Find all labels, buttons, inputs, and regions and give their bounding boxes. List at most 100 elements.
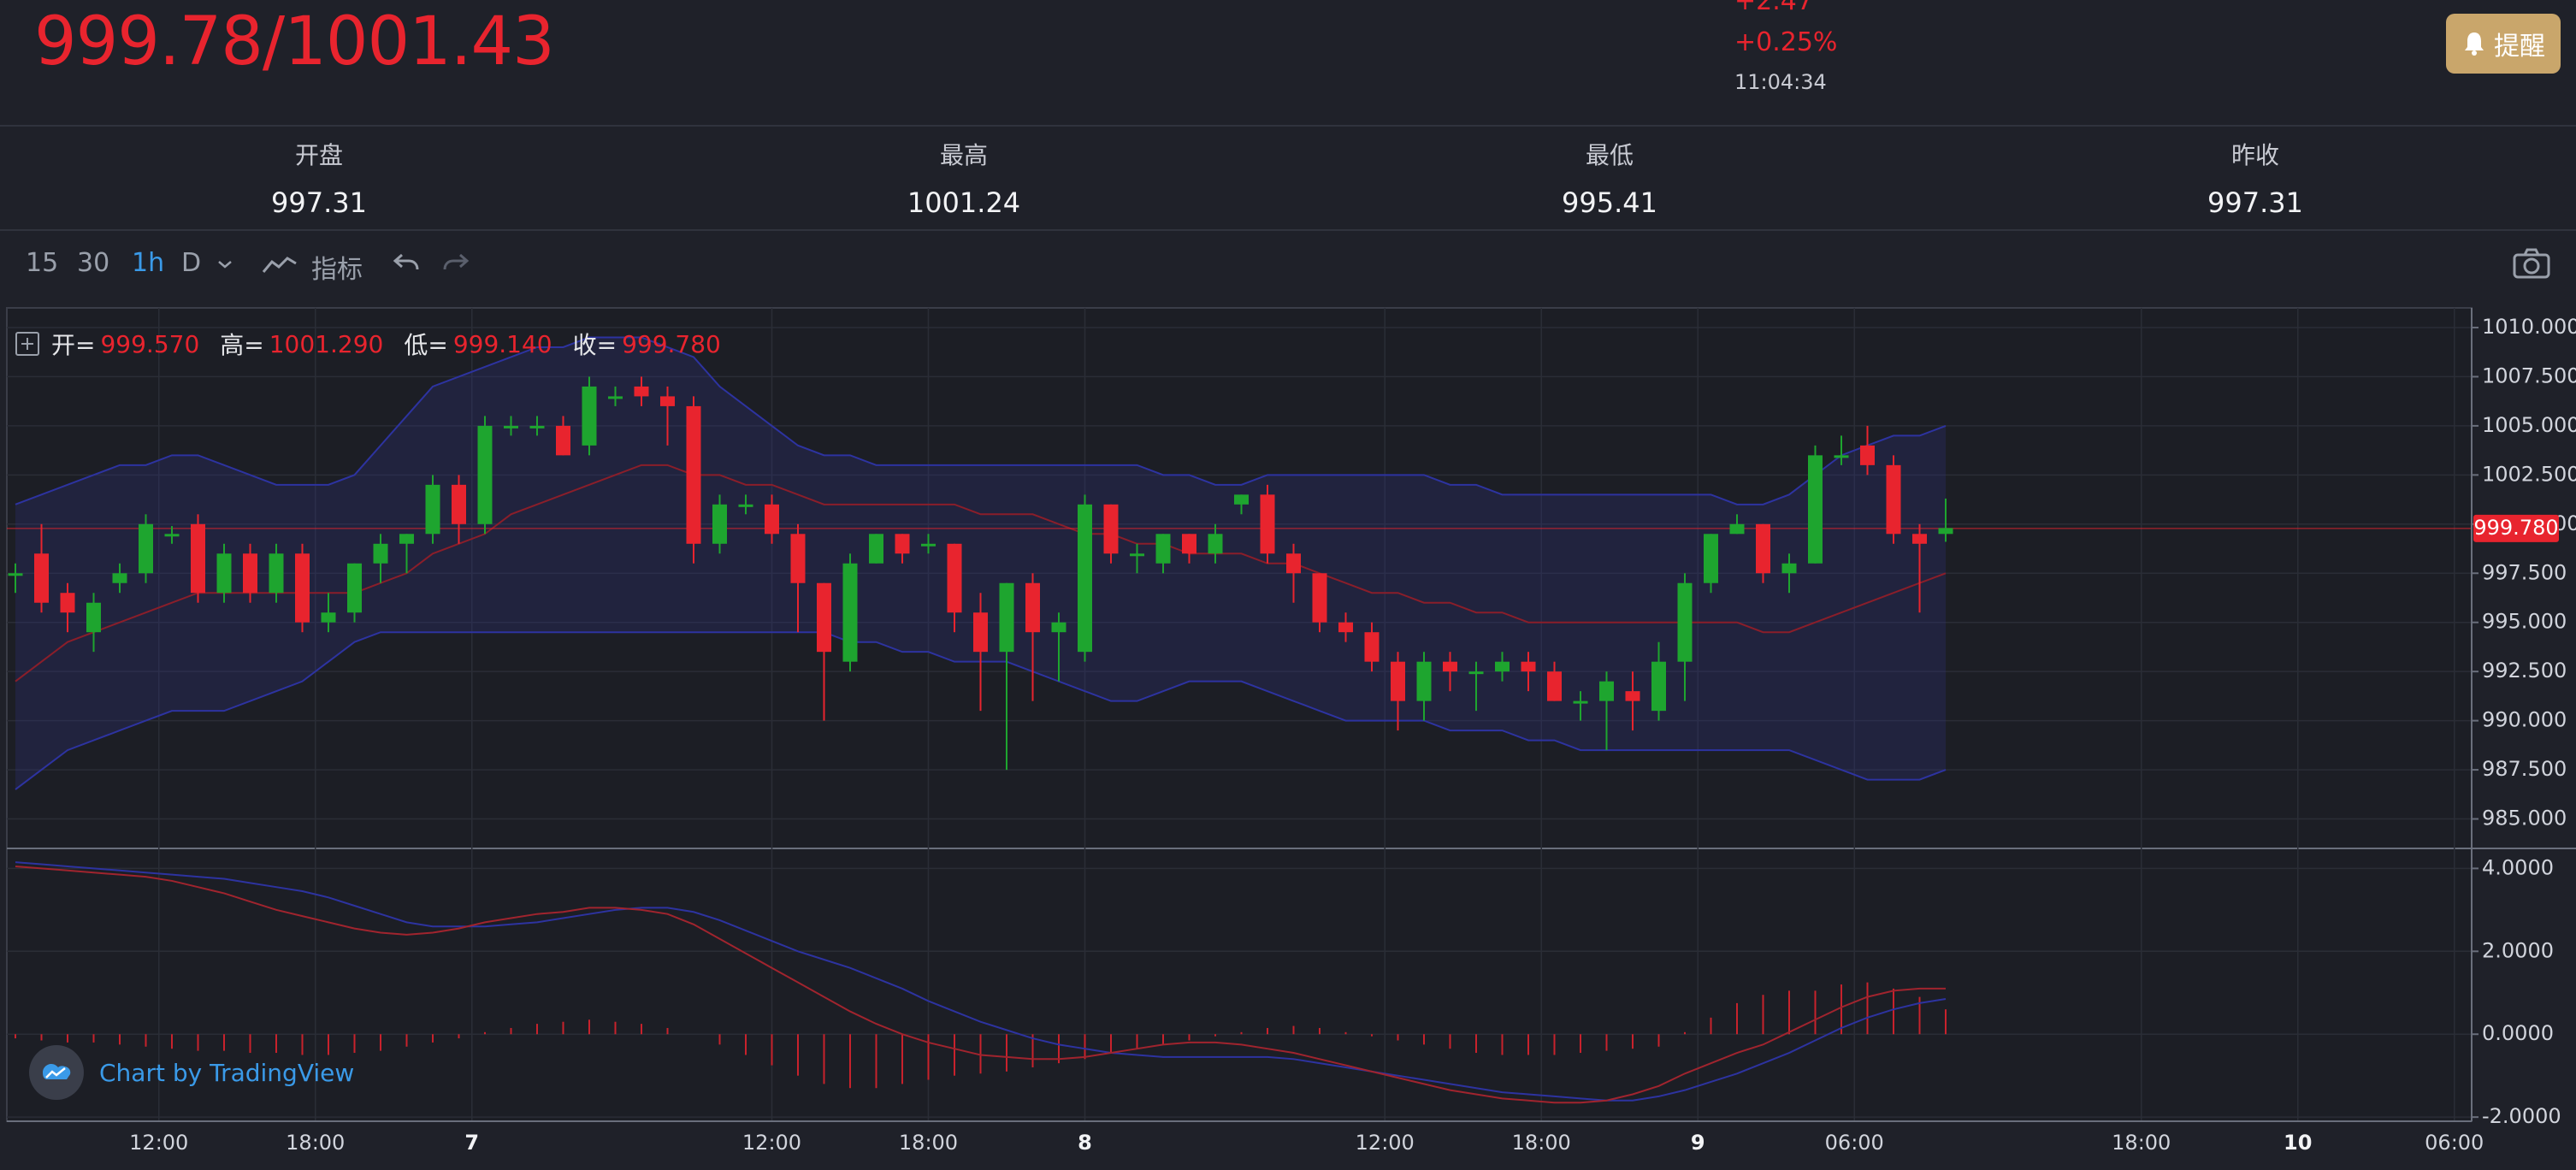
ohlc-legend: 开= 999.570 高= 1001.290 低= 999.140 收= 999.780 — [15, 327, 736, 361]
stat-label: 昨收 — [2230, 141, 2279, 169]
price-tick-label: 992.500 — [2482, 659, 2567, 682]
candle-body — [1756, 523, 1770, 574]
candle-body — [269, 553, 284, 594]
candle-body — [1443, 661, 1457, 672]
camera-icon[interactable] — [2513, 248, 2550, 279]
chevron-down-icon[interactable] — [216, 258, 234, 270]
candle-body — [921, 543, 936, 547]
candle-body — [608, 396, 623, 399]
interval-15[interactable]: 15 — [26, 248, 59, 278]
undo-icon[interactable] — [392, 250, 421, 275]
candle-body — [738, 504, 753, 507]
legend-high-value: 1001.290 — [269, 329, 384, 358]
candle-body — [869, 534, 883, 564]
candle-body — [1729, 523, 1745, 535]
candle-body — [347, 563, 362, 613]
candle-body — [1547, 671, 1562, 701]
price-pair: 999.78/1001.43 — [34, 3, 555, 80]
tradingview-branding[interactable]: Chart by TradingView — [29, 1045, 354, 1100]
candle-body — [790, 534, 806, 583]
candle-body — [1521, 661, 1536, 672]
candle-body — [582, 386, 597, 446]
candle-body — [686, 405, 701, 544]
candle-body — [112, 573, 127, 583]
expand-plus-icon[interactable] — [15, 332, 39, 356]
price-tick-label: 985.000 — [2482, 807, 2567, 830]
candle-body — [373, 543, 388, 564]
candle-body — [1391, 661, 1405, 701]
candle-body — [86, 602, 101, 633]
candle-body — [895, 534, 910, 554]
candle-body — [1286, 553, 1301, 574]
interval-d[interactable]: D — [181, 248, 202, 278]
interval-30[interactable]: 30 — [77, 248, 110, 278]
price-tick-label: 1005.000 — [2482, 413, 2576, 437]
stat-low: 最低 995.41 — [1439, 127, 1781, 219]
candle-body — [817, 582, 831, 653]
candle-body — [1808, 455, 1823, 564]
candle-body — [452, 484, 466, 524]
candle-body — [1078, 504, 1092, 653]
candle-body — [1625, 691, 1640, 701]
candle-body — [765, 504, 779, 535]
candle-body — [712, 504, 727, 544]
candle-body — [947, 543, 962, 613]
time-tick-label: 06:00 — [2425, 1131, 2484, 1155]
bell-icon — [2465, 32, 2484, 56]
bollinger-upper — [15, 336, 1947, 505]
candle-body — [1182, 534, 1196, 554]
legend-high-label: 高= — [220, 331, 264, 359]
candle-body — [556, 425, 570, 456]
legend-low-label: 低= — [404, 331, 448, 359]
tradingview-text: Chart by TradingView — [99, 1058, 355, 1087]
indicator-icon[interactable] — [262, 253, 298, 275]
candle-body — [399, 534, 414, 544]
candle-body — [191, 523, 205, 594]
last-price-badge — [2473, 514, 2559, 542]
price-chart[interactable]: 1010.0001007.5001005.0001002.5001000.000… — [0, 304, 2576, 1167]
redo-icon[interactable] — [441, 250, 470, 275]
legend-open-label: 开= — [51, 331, 96, 359]
candle-body — [60, 593, 75, 613]
alert-button[interactable]: 提醒 — [2446, 14, 2561, 74]
macd-signal-line — [15, 861, 1947, 1102]
chart-area[interactable]: 1010.0001007.5001005.0001002.5001000.000… — [0, 304, 2576, 1167]
stat-label: 开盘 — [294, 141, 343, 169]
candle-body — [1886, 464, 1901, 535]
interval-1h[interactable]: 1h — [132, 248, 165, 278]
candle-body — [1025, 582, 1040, 633]
candle-body — [1155, 534, 1171, 564]
stat-label: 最低 — [1585, 141, 1634, 169]
candle-body — [1704, 534, 1718, 583]
candle-body — [1834, 455, 1849, 458]
tradingview-logo-icon — [29, 1045, 84, 1100]
macd-tick-label: 4.0000 — [2482, 855, 2554, 879]
change-value: +2.47 — [1734, 0, 1813, 16]
candle-body — [504, 425, 518, 428]
candle-body — [34, 553, 49, 603]
candle-body — [1208, 534, 1223, 554]
last-price-label: 999.780 — [2473, 516, 2558, 540]
stat-open: 开盘 997.31 — [148, 127, 490, 219]
time-tick-label: 9 — [1691, 1131, 1705, 1155]
candle-body — [999, 582, 1014, 653]
time-tick-label: 8 — [1078, 1131, 1092, 1155]
candle-body — [1677, 582, 1693, 662]
candle-body — [425, 484, 440, 535]
macd-tick-label: 2.0000 — [2482, 938, 2554, 962]
indicators-button[interactable]: 指标 — [311, 255, 363, 285]
stat-value: 995.41 — [1562, 186, 1657, 219]
time-tick-label: 10 — [2284, 1131, 2312, 1155]
candle-body — [1364, 632, 1380, 662]
candle-body — [1781, 563, 1797, 574]
quote-header: 999.78/1001.43 +2.47 +0.25% 11:04:34 提醒 — [0, 0, 2576, 127]
bollinger-middle — [15, 464, 1947, 682]
candle-body — [164, 534, 180, 537]
stat-prev-close: 昨收 997.31 — [2084, 127, 2426, 219]
candle-body — [1416, 661, 1432, 701]
price-tick-label: 1007.500 — [2482, 363, 2576, 387]
candle-body — [321, 612, 336, 623]
time-tick-label: 12:00 — [129, 1131, 188, 1155]
candle-body — [8, 573, 23, 576]
legend-open-value: 999.570 — [100, 329, 200, 358]
